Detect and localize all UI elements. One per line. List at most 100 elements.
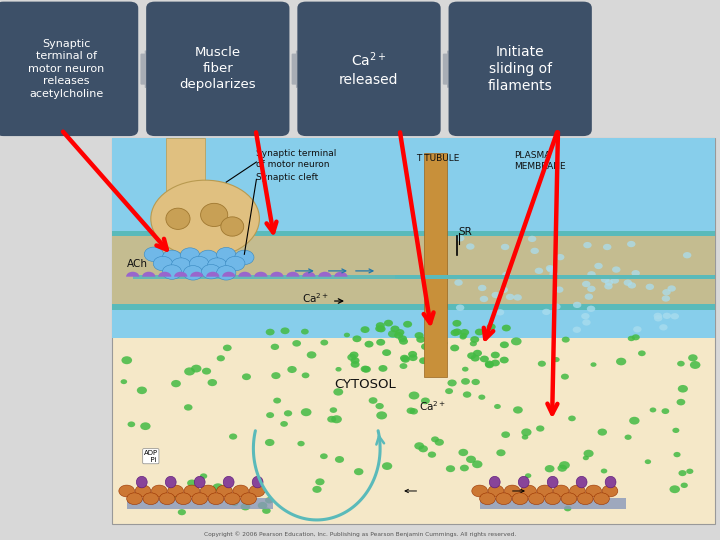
Circle shape bbox=[189, 256, 209, 271]
Circle shape bbox=[187, 480, 197, 487]
Bar bbox=[166, 138, 205, 199]
Bar bbox=[112, 138, 715, 339]
Text: Initiate
sliding of
filaments: Initiate sliding of filaments bbox=[488, 44, 552, 93]
FancyArrow shape bbox=[141, 51, 153, 87]
Circle shape bbox=[429, 329, 438, 336]
Circle shape bbox=[561, 374, 569, 380]
Circle shape bbox=[470, 336, 480, 343]
Circle shape bbox=[644, 460, 651, 464]
Circle shape bbox=[594, 263, 603, 269]
FancyBboxPatch shape bbox=[297, 2, 441, 136]
Circle shape bbox=[200, 474, 207, 479]
Circle shape bbox=[478, 395, 485, 400]
Wedge shape bbox=[334, 272, 348, 276]
Circle shape bbox=[347, 354, 356, 361]
Circle shape bbox=[611, 278, 619, 284]
Circle shape bbox=[409, 392, 419, 400]
Circle shape bbox=[494, 404, 501, 409]
Circle shape bbox=[649, 408, 657, 413]
Text: Ca$^{2+}$: Ca$^{2+}$ bbox=[419, 399, 446, 413]
Bar bbox=[253, 275, 269, 279]
Bar bbox=[112, 305, 715, 309]
Circle shape bbox=[513, 406, 523, 414]
Circle shape bbox=[467, 352, 476, 359]
Circle shape bbox=[280, 421, 288, 427]
Circle shape bbox=[421, 343, 430, 350]
Circle shape bbox=[225, 493, 240, 504]
Circle shape bbox=[439, 307, 448, 313]
Circle shape bbox=[624, 280, 632, 286]
Circle shape bbox=[628, 336, 635, 341]
Text: ADP
  Pi: ADP Pi bbox=[144, 450, 158, 463]
Circle shape bbox=[586, 485, 601, 497]
Circle shape bbox=[501, 244, 509, 250]
Circle shape bbox=[549, 271, 558, 277]
Circle shape bbox=[491, 352, 500, 359]
Ellipse shape bbox=[136, 476, 147, 488]
Circle shape bbox=[191, 364, 202, 373]
Circle shape bbox=[686, 469, 693, 474]
Circle shape bbox=[466, 244, 474, 249]
Circle shape bbox=[171, 380, 181, 387]
Circle shape bbox=[375, 403, 384, 409]
Circle shape bbox=[562, 336, 570, 342]
Bar bbox=[178, 275, 193, 279]
Circle shape bbox=[466, 456, 476, 463]
Wedge shape bbox=[238, 272, 251, 276]
Circle shape bbox=[564, 506, 572, 511]
Circle shape bbox=[229, 434, 237, 440]
Circle shape bbox=[178, 509, 186, 515]
Circle shape bbox=[463, 392, 472, 398]
Circle shape bbox=[601, 276, 609, 283]
Circle shape bbox=[217, 247, 236, 262]
Circle shape bbox=[568, 416, 576, 421]
Circle shape bbox=[456, 305, 464, 311]
Circle shape bbox=[438, 299, 446, 305]
Circle shape bbox=[587, 306, 595, 312]
Circle shape bbox=[421, 397, 430, 404]
Circle shape bbox=[364, 341, 374, 348]
Circle shape bbox=[491, 360, 500, 366]
Circle shape bbox=[377, 411, 387, 420]
Circle shape bbox=[559, 461, 570, 469]
Wedge shape bbox=[254, 272, 267, 276]
Circle shape bbox=[407, 408, 415, 414]
Circle shape bbox=[582, 281, 590, 287]
Circle shape bbox=[143, 493, 158, 504]
Circle shape bbox=[401, 356, 410, 363]
Circle shape bbox=[662, 289, 671, 295]
Circle shape bbox=[435, 300, 444, 307]
Circle shape bbox=[207, 379, 217, 386]
Circle shape bbox=[217, 266, 236, 280]
Circle shape bbox=[546, 265, 554, 271]
Circle shape bbox=[408, 354, 418, 361]
Circle shape bbox=[536, 426, 544, 431]
Bar bbox=[344, 275, 359, 279]
Circle shape bbox=[561, 493, 577, 504]
Circle shape bbox=[573, 302, 581, 308]
Circle shape bbox=[511, 338, 521, 346]
Bar bbox=[480, 498, 626, 509]
Circle shape bbox=[582, 319, 590, 326]
Circle shape bbox=[631, 270, 640, 276]
Bar bbox=[148, 275, 163, 279]
Circle shape bbox=[297, 441, 305, 447]
Circle shape bbox=[557, 464, 567, 472]
Bar bbox=[424, 153, 447, 377]
Circle shape bbox=[545, 465, 554, 472]
Circle shape bbox=[266, 412, 274, 418]
Bar bbox=[389, 275, 404, 279]
Circle shape bbox=[344, 333, 350, 338]
Circle shape bbox=[577, 493, 593, 504]
Wedge shape bbox=[270, 272, 284, 276]
Circle shape bbox=[521, 428, 531, 436]
Circle shape bbox=[492, 292, 500, 298]
Circle shape bbox=[472, 379, 480, 385]
Ellipse shape bbox=[166, 208, 190, 230]
Circle shape bbox=[249, 485, 265, 497]
Circle shape bbox=[472, 485, 487, 497]
Circle shape bbox=[137, 387, 147, 394]
Circle shape bbox=[171, 258, 191, 272]
Circle shape bbox=[184, 496, 190, 501]
Wedge shape bbox=[302, 272, 315, 276]
